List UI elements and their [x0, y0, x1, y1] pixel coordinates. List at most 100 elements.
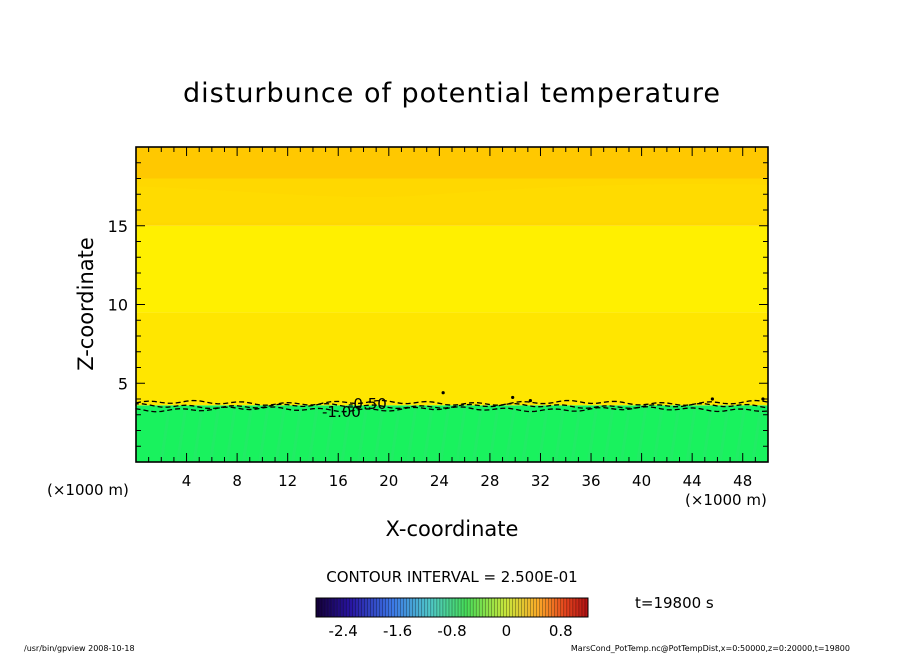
contour-line-2 — [135, 406, 769, 413]
colorbar-tick-label: 0.8 — [549, 622, 573, 640]
colorbar-cell — [482, 598, 486, 617]
colorbar-tick-label: 0 — [502, 622, 512, 640]
colorbar-cell — [382, 598, 386, 617]
y-tick-label: 10 — [108, 296, 128, 315]
colorbar-cell — [467, 598, 471, 617]
field-texture — [373, 409, 384, 463]
colorbar-cell — [436, 598, 441, 617]
contour-interval: CONTOUR INTERVAL = 2.500E-01 — [326, 568, 577, 586]
field-texture — [274, 409, 286, 463]
colorbar-cell — [340, 598, 344, 617]
x-tick-label: 28 — [480, 472, 499, 490]
contour-line-0 — [135, 399, 769, 406]
colorbar-cell — [461, 598, 465, 617]
colorbar-cell — [545, 598, 549, 617]
colorbar-cell — [430, 598, 435, 617]
colorbar-cell — [367, 598, 371, 617]
field-texture — [570, 409, 582, 463]
x-axis: 4 8 12 16 20 24 28 32 36 40 44 48 — [148, 147, 756, 490]
field-texture — [455, 409, 467, 463]
colorbar-cell — [388, 598, 392, 617]
field-texture — [488, 409, 499, 463]
contour-line-1 — [135, 402, 769, 410]
field-texture — [636, 409, 647, 463]
colorbar-cell — [370, 598, 374, 617]
colorbar-cell — [352, 598, 356, 617]
colorbar-cell — [445, 598, 450, 617]
x-axis-label: X-coordinate — [386, 517, 519, 541]
contour-label-a: -0.50 — [348, 395, 387, 413]
colorbar-cell — [494, 598, 498, 617]
x-tick-label: 20 — [379, 472, 398, 490]
colorbar-cell — [578, 598, 583, 617]
colorbar-cell — [343, 598, 347, 617]
colorbar-cell — [527, 598, 531, 617]
field-texture — [422, 409, 434, 463]
x-tick-label: 16 — [329, 472, 348, 490]
colorbar-cell — [319, 598, 323, 617]
contour-speck — [511, 395, 515, 400]
x-tick-label: 8 — [232, 472, 242, 490]
x-tick-label: 44 — [683, 472, 702, 490]
field-texture — [225, 409, 237, 463]
colorbar-tick-label: -0.8 — [437, 622, 466, 640]
y-tick-label: 5 — [118, 374, 128, 393]
colorbar-cell — [536, 598, 540, 617]
field-texture — [241, 409, 253, 463]
colorbar-cell — [479, 598, 483, 617]
colorbar-cell — [427, 598, 432, 617]
colorbar-cell — [361, 598, 365, 617]
colorbar-cell — [394, 598, 398, 617]
colorbar-cell — [448, 598, 453, 617]
field-layer-4 — [136, 147, 768, 179]
colorbar-cell — [415, 598, 419, 617]
field-texture — [472, 409, 483, 463]
colorbar-cell — [497, 598, 501, 617]
colorbar-cell — [376, 598, 380, 617]
field-texture — [718, 409, 730, 463]
colorbar: -2.4 -1.6 -0.8 0 0.8 — [315, 597, 589, 640]
colorbar-cell — [442, 598, 447, 617]
colorbar-cell — [458, 598, 462, 617]
colorbar-cell — [518, 598, 522, 617]
colorbar-cell — [322, 598, 326, 617]
colorbar-cell — [563, 598, 568, 617]
colorbar-cell — [533, 598, 537, 617]
x-tick-label: 24 — [430, 472, 449, 490]
contour-label-b: -1.00 — [322, 403, 361, 421]
colorbar-cell — [334, 598, 338, 617]
field-texture — [439, 409, 450, 463]
colorbar-cell — [512, 598, 516, 617]
colorbar-cell — [575, 598, 580, 617]
field-texture — [652, 409, 664, 463]
x-unit-right: (×1000 m) — [685, 491, 767, 509]
field-texture — [209, 409, 220, 463]
colorbar-cell — [316, 598, 320, 617]
colorbar-cell — [328, 598, 332, 617]
colorbar-cell — [557, 598, 561, 617]
footer-left: /usr/bin/gpview 2008-10-18 — [24, 644, 135, 653]
colorbar-cell — [379, 598, 383, 617]
colorbar-cell — [400, 598, 404, 617]
x-tick-label: 48 — [733, 472, 752, 490]
colorbar-cell — [491, 598, 495, 617]
field-texture — [340, 409, 352, 463]
field-layer-1 — [136, 312, 768, 406]
colorbar-cell — [385, 598, 389, 617]
colorbar-cell — [542, 598, 546, 617]
colorbar-cell — [421, 598, 425, 617]
y-axis-label: Z-coordinate — [74, 237, 98, 371]
colorbar-cell — [397, 598, 401, 617]
colorbar-cell — [325, 598, 329, 617]
x-tick-label: 32 — [531, 472, 550, 490]
field-texture — [554, 409, 565, 463]
field-texture — [603, 409, 615, 463]
colorbar-cell — [476, 598, 480, 617]
colorbar-cell — [373, 598, 377, 617]
colorbar-tick-label: -2.4 — [329, 622, 358, 640]
colorbar-cell — [439, 598, 444, 617]
colorbar-cell — [424, 598, 429, 617]
colorbar-cell — [358, 598, 362, 617]
colorbar-cell — [364, 598, 368, 617]
